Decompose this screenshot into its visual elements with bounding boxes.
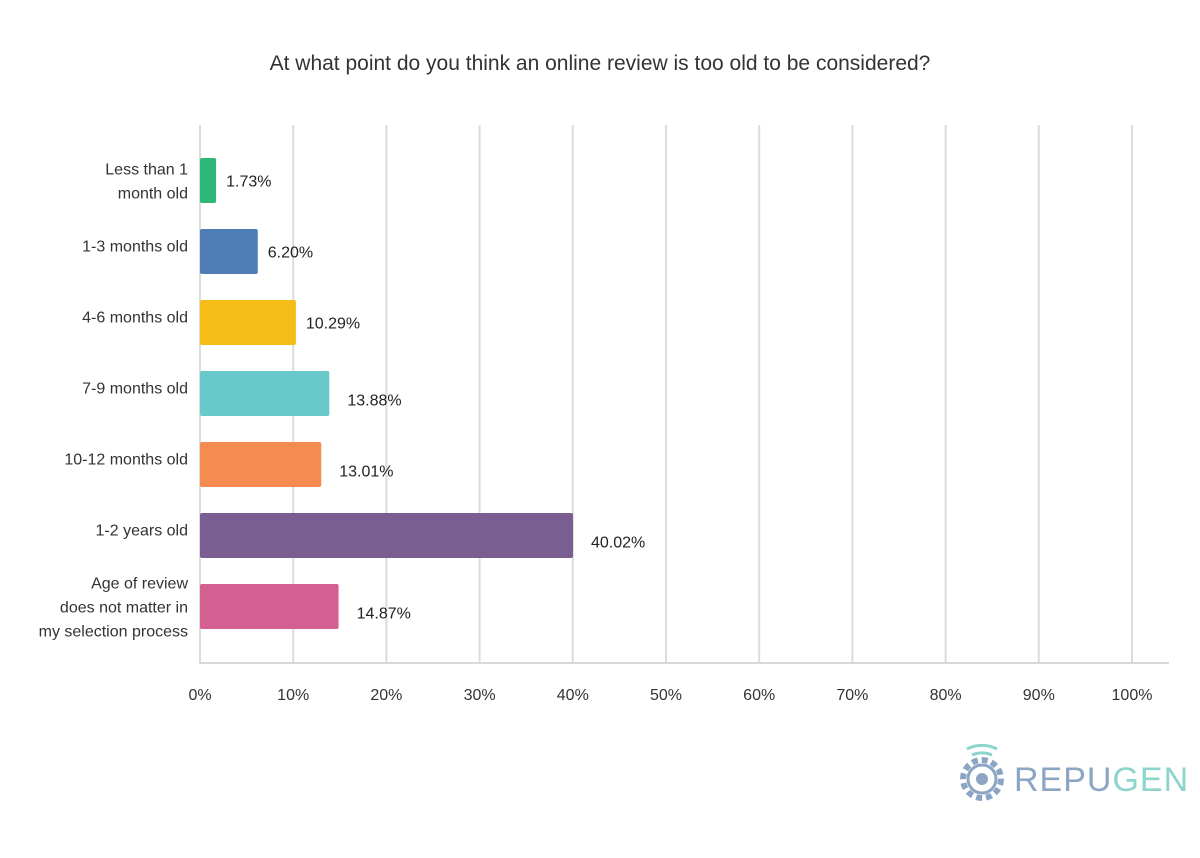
x-tick-label: 10% (277, 687, 309, 704)
chart-title: At what point do you think an online rev… (269, 52, 931, 75)
bar (200, 513, 573, 558)
x-tick-label: 50% (650, 687, 682, 704)
category-label: 4-6 months old (82, 310, 188, 327)
logo-gear-icon (960, 744, 1004, 801)
data-label: 14.87% (357, 606, 411, 623)
bar (200, 371, 330, 416)
category-label: Age of review does not matter in my select… (39, 576, 189, 641)
bar (200, 300, 296, 345)
category-labels: Less than 1 month old 1-3 months old 4-6 mo… (39, 162, 189, 641)
data-label: 10.29% (306, 316, 360, 333)
x-tick-label: 40% (557, 687, 589, 704)
x-tick-label: 80% (930, 687, 962, 704)
x-tick-label: 70% (836, 687, 868, 704)
data-label: 6.20% (268, 245, 313, 262)
bar (200, 229, 258, 274)
category-label: 10-12 months old (64, 452, 188, 469)
bar (200, 584, 339, 629)
bar (200, 442, 322, 487)
category-label: 7-9 months old (82, 381, 188, 398)
repugen-logo: REPUGEN (960, 744, 1189, 801)
data-label: 1.73% (226, 174, 271, 191)
data-label: 13.01% (339, 464, 393, 481)
bar (200, 158, 217, 203)
category-label: 1-3 months old (82, 239, 188, 256)
bar-chart: 1.73% 6.20% 10.29% 13.88% 13.01% 40.02% 14.87%… (39, 125, 1169, 704)
gridlines (199, 125, 1133, 663)
data-label: 13.88% (347, 393, 401, 410)
bars (200, 158, 573, 629)
category-label: Less than 1 month old (105, 162, 188, 203)
x-tick-label: 20% (370, 687, 402, 704)
category-label: 1-2 years old (96, 523, 189, 540)
data-label: 40.02% (591, 535, 645, 552)
x-tick-label: 30% (464, 687, 496, 704)
x-tick-label: 60% (743, 687, 775, 704)
x-tick-labels: 0% 10% 20% 30% 40% 50% 60% 70% 80% 90% 100% (188, 687, 1152, 704)
x-tick-label: 100% (1112, 687, 1153, 704)
logo-text: REPUGEN (1014, 761, 1189, 799)
x-tick-label: 90% (1023, 687, 1055, 704)
x-tick-label: 0% (188, 687, 211, 704)
data-labels: 1.73% 6.20% 10.29% 13.88% 13.01% 40.02% 14.87% (226, 174, 645, 623)
